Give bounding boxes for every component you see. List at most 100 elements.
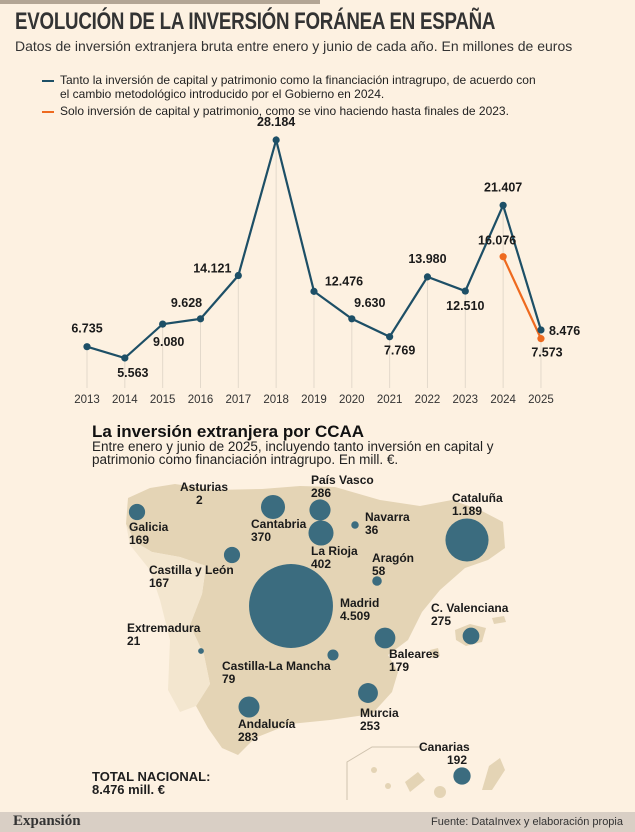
region-value: 169 — [129, 533, 150, 547]
region-value: 4.509 — [340, 609, 371, 623]
x-tick-label: 2022 — [415, 394, 441, 406]
top-bar — [0, 0, 320, 4]
x-tick-label: 2023 — [453, 394, 479, 406]
region-name: Navarra — [365, 510, 410, 524]
region-label: Cantabria 370 — [251, 518, 306, 544]
data-label: 28.184 — [257, 115, 295, 129]
data-point — [121, 354, 129, 362]
bubble-arag-n — [372, 576, 382, 586]
region-name: Baleares — [389, 647, 440, 661]
data-point — [310, 287, 318, 295]
region-value: 36 — [365, 523, 379, 537]
map-subtitle: Entre enero y junio de 2025, incluyendo … — [92, 439, 494, 467]
legend-label: Tanto la inversión de capital y patrimon… — [60, 73, 536, 101]
data-point — [83, 343, 91, 351]
canarias-islands — [434, 786, 446, 798]
region-name: Canarias — [419, 740, 470, 754]
line-chart: 2013 2014 2015 2016 2017 2018 2019 2020 2021 2022… — [71, 115, 580, 406]
region-value: 21 — [127, 634, 141, 648]
ibiza — [430, 648, 440, 658]
bubble-castilla-y-le-n — [223, 546, 241, 564]
data-label: 21.407 — [484, 180, 522, 194]
region-label: Andalucía 283 — [238, 718, 295, 744]
region-label: Castilla-La Mancha 79 — [222, 660, 331, 686]
legend-item-total: Tanto la inversión de capital y patrimon… — [42, 73, 540, 101]
chart-legend: Tanto la inversión de capital y patrimon… — [42, 73, 540, 123]
region-name: Asturias — [180, 480, 229, 494]
brand-logo: Expansión — [13, 813, 81, 829]
legend-swatch-blue — [42, 80, 54, 82]
region-label: C. Valenciana 275 — [431, 602, 508, 628]
x-tick-label: 2024 — [490, 394, 516, 406]
region-value: 275 — [431, 614, 452, 628]
data-point — [196, 315, 205, 323]
canarias-islands — [371, 767, 377, 773]
data-label: 9.628 — [171, 296, 202, 310]
data-point — [348, 315, 356, 323]
region-value: 192 — [447, 753, 468, 767]
footer: Expansión Fuente: DataInvex y elaboració… — [0, 812, 635, 832]
legend-label: Solo inversión de capital y patrimonio, … — [60, 104, 509, 118]
total-nacional: TOTAL NACIONAL: 8.476 mill. € — [92, 770, 210, 796]
x-tick-label: 2015 — [150, 394, 176, 406]
region-name: Murcia — [360, 706, 399, 720]
data-label: 7.573 — [531, 346, 562, 360]
region-label: Galicia 169 — [129, 521, 168, 547]
region-name: Madrid — [340, 596, 380, 610]
canarias-islands — [482, 758, 505, 790]
region-label: La Rioja 402 — [311, 545, 358, 571]
spain-map — [126, 484, 506, 800]
legend-swatch-orange — [42, 111, 54, 113]
region-name: País Vasco — [311, 473, 374, 487]
region-label: Navarra 36 — [365, 511, 410, 537]
region-value: 402 — [311, 557, 332, 571]
data-label: 13.980 — [408, 252, 446, 266]
canarias-frame — [346, 746, 430, 800]
total-value: 8.476 mill. € — [92, 782, 165, 797]
region-label: Baleares 179 — [389, 648, 439, 674]
data-label: 12.510 — [446, 299, 484, 313]
series-line-1 — [502, 256, 542, 340]
data-label: 9.080 — [153, 335, 184, 349]
x-tick-label: 2020 — [339, 394, 365, 406]
region-name: Castilla y León — [149, 563, 234, 577]
map-title: La inversión extranjera por CCAA — [92, 422, 365, 441]
data-label: 14.121 — [193, 262, 231, 276]
data-point — [499, 201, 507, 209]
region-label: Cataluña 1.189 — [452, 492, 503, 518]
region-name: La Rioja — [311, 544, 358, 558]
bubble-cantabria — [260, 494, 286, 520]
data-point — [537, 335, 545, 343]
data-point — [499, 253, 507, 261]
region-label: Castilla y León 167 — [149, 564, 234, 590]
region-value: 283 — [238, 730, 259, 744]
x-tick-label: 2019 — [301, 394, 327, 406]
region-value: 370 — [251, 530, 272, 544]
portugal-border-land — [126, 524, 210, 712]
bubble-madrid — [249, 564, 333, 648]
x-tick-label: 2025 — [528, 394, 554, 406]
region-label: Asturias 2 — [180, 481, 228, 507]
data-label: 8.476 — [549, 324, 580, 338]
bubble-andaluc-a — [238, 696, 260, 718]
page-subtitle: Datos de inversión extranjera bruta entr… — [15, 38, 573, 54]
x-tick-label: 2013 — [74, 394, 100, 406]
bubble-baleares — [462, 627, 480, 645]
legend-item-capital: Solo inversión de capital y patrimonio, … — [42, 104, 540, 119]
region-value: 79 — [222, 672, 236, 686]
region-label: Canarias 192 — [419, 741, 470, 767]
data-point — [423, 273, 432, 281]
region-name: Extremadura — [127, 621, 201, 635]
region-name: Galicia — [129, 520, 169, 534]
x-tick-label: 2014 — [112, 394, 138, 406]
region-value: 253 — [360, 719, 381, 733]
x-tick-label: 2018 — [263, 394, 289, 406]
bubble-catalu-a — [445, 518, 489, 562]
x-tick-label: 2021 — [377, 394, 403, 406]
data-point — [386, 333, 394, 341]
data-label: 16.076 — [478, 234, 516, 248]
source-note: Fuente: DataInvex y elaboración propia — [430, 816, 623, 828]
bubble-murcia — [358, 683, 378, 703]
region-name: Andalucía — [238, 717, 296, 731]
data-point — [272, 136, 280, 144]
